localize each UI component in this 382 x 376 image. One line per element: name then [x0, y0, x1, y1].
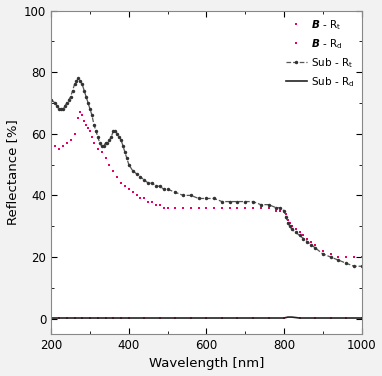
- Sub - R$_d$: [80, 316, 84, 320]
- $\boldsymbol{B}$ - R$_t$: [68, 138, 73, 142]
- $\boldsymbol{B}$ - R$_d$: [126, 315, 131, 320]
- Legend: $\boldsymbol{B}$ - R$_t$, $\boldsymbol{B}$ - R$_d$, Sub - R$_t$, Sub - R$_d$: $\boldsymbol{B}$ - R$_t$, $\boldsymbol{B…: [284, 16, 356, 91]
- Sub - R$_t$: [278, 205, 282, 210]
- $\boldsymbol{B}$ - R$_d$: [72, 315, 77, 320]
- Sub - R$_d$: [111, 316, 116, 320]
- $\boldsymbol{B}$ - R$_d$: [204, 315, 209, 320]
- Sub - R$_d$: [204, 316, 209, 320]
- Sub - R$_t$: [90, 113, 94, 118]
- $\boldsymbol{B}$ - R$_d$: [103, 315, 108, 320]
- Sub - R$_d$: [49, 316, 53, 320]
- $\boldsymbol{B}$ - R$_d$: [313, 315, 317, 320]
- $\boldsymbol{B}$ - R$_t$: [78, 110, 83, 114]
- Sub - R$_t$: [49, 98, 53, 102]
- Sub - R$_d$: [313, 316, 317, 320]
- $\boldsymbol{B}$ - R$_d$: [173, 315, 178, 320]
- $\boldsymbol{B}$ - R$_d$: [96, 315, 100, 320]
- Line: $\boldsymbol{B}$ - R$_t$: $\boldsymbol{B}$ - R$_t$: [50, 111, 363, 258]
- $\boldsymbol{B}$ - R$_d$: [119, 315, 123, 320]
- $\boldsymbol{B}$ - R$_d$: [251, 315, 255, 320]
- $\boldsymbol{B}$ - R$_d$: [157, 315, 162, 320]
- Sub - R$_t$: [97, 141, 102, 145]
- $\boldsymbol{B}$ - R$_d$: [142, 315, 147, 320]
- $\boldsymbol{B}$ - R$_d$: [80, 315, 84, 320]
- Sub - R$_d$: [290, 315, 294, 319]
- $\boldsymbol{B}$ - R$_d$: [49, 315, 53, 320]
- $\boldsymbol{B}$ - R$_d$: [111, 315, 116, 320]
- $\boldsymbol{B}$ - R$_t$: [284, 212, 288, 216]
- Sub - R$_t$: [96, 135, 100, 139]
- $\boldsymbol{B}$ - R$_t$: [80, 113, 84, 118]
- $\boldsymbol{B}$ - R$_t$: [336, 255, 341, 259]
- $\boldsymbol{B}$ - R$_d$: [88, 315, 92, 320]
- Sub - R$_d$: [88, 316, 92, 320]
- Sub - R$_d$: [220, 316, 224, 320]
- Y-axis label: Reflectance [%]: Reflectance [%]: [6, 120, 19, 225]
- Sub - R$_d$: [336, 316, 341, 320]
- Sub - R$_d$: [119, 316, 123, 320]
- Line: Sub - R$_d$: Sub - R$_d$: [51, 317, 362, 318]
- Line: $\boldsymbol{B}$ - R$_d$: $\boldsymbol{B}$ - R$_d$: [50, 316, 363, 319]
- $\boldsymbol{B}$ - R$_d$: [359, 315, 364, 320]
- $\boldsymbol{B}$ - R$_d$: [328, 315, 333, 320]
- $\boldsymbol{B}$ - R$_t$: [359, 255, 364, 259]
- Sub - R$_d$: [351, 316, 356, 320]
- Sub - R$_t$: [284, 215, 288, 219]
- $\boldsymbol{B}$ - R$_d$: [297, 315, 302, 320]
- Sub - R$_d$: [282, 316, 286, 320]
- Sub - R$_d$: [297, 316, 302, 320]
- Sub - R$_t$: [351, 264, 356, 268]
- Sub - R$_t$: [126, 162, 131, 167]
- $\boldsymbol{B}$ - R$_d$: [189, 315, 193, 320]
- Sub - R$_d$: [286, 315, 290, 319]
- Sub - R$_d$: [328, 316, 333, 320]
- $\boldsymbol{B}$ - R$_t$: [142, 196, 147, 201]
- $\boldsymbol{B}$ - R$_d$: [266, 315, 271, 320]
- Sub - R$_d$: [235, 316, 240, 320]
- Sub - R$_d$: [305, 316, 309, 320]
- Sub - R$_d$: [103, 316, 108, 320]
- $\boldsymbol{B}$ - R$_d$: [282, 315, 286, 320]
- $\boldsymbol{B}$ - R$_t$: [320, 249, 325, 253]
- Sub - R$_d$: [72, 316, 77, 320]
- Sub - R$_d$: [266, 316, 271, 320]
- Sub - R$_d$: [65, 316, 69, 320]
- $\boldsymbol{B}$ - R$_d$: [57, 315, 61, 320]
- $\boldsymbol{B}$ - R$_t$: [49, 141, 53, 145]
- Sub - R$_d$: [142, 316, 147, 320]
- Sub - R$_d$: [320, 316, 325, 320]
- Sub - R$_d$: [359, 316, 364, 320]
- Sub - R$_d$: [57, 316, 61, 320]
- X-axis label: Wavelength [nm]: Wavelength [nm]: [149, 358, 264, 370]
- Sub - R$_d$: [344, 316, 348, 320]
- $\boldsymbol{B}$ - R$_d$: [65, 315, 69, 320]
- Sub - R$_t$: [359, 264, 364, 268]
- $\boldsymbol{B}$ - R$_d$: [235, 315, 240, 320]
- $\boldsymbol{B}$ - R$_d$: [344, 315, 348, 320]
- Sub - R$_d$: [189, 316, 193, 320]
- $\boldsymbol{B}$ - R$_d$: [220, 315, 224, 320]
- Line: Sub - R$_t$: Sub - R$_t$: [50, 77, 363, 268]
- Sub - R$_d$: [173, 316, 178, 320]
- Sub - R$_d$: [157, 316, 162, 320]
- Sub - R$_d$: [251, 316, 255, 320]
- Sub - R$_t$: [76, 76, 81, 80]
- $\boldsymbol{B}$ - R$_t$: [154, 202, 158, 207]
- Sub - R$_d$: [96, 316, 100, 320]
- Sub - R$_d$: [126, 316, 131, 320]
